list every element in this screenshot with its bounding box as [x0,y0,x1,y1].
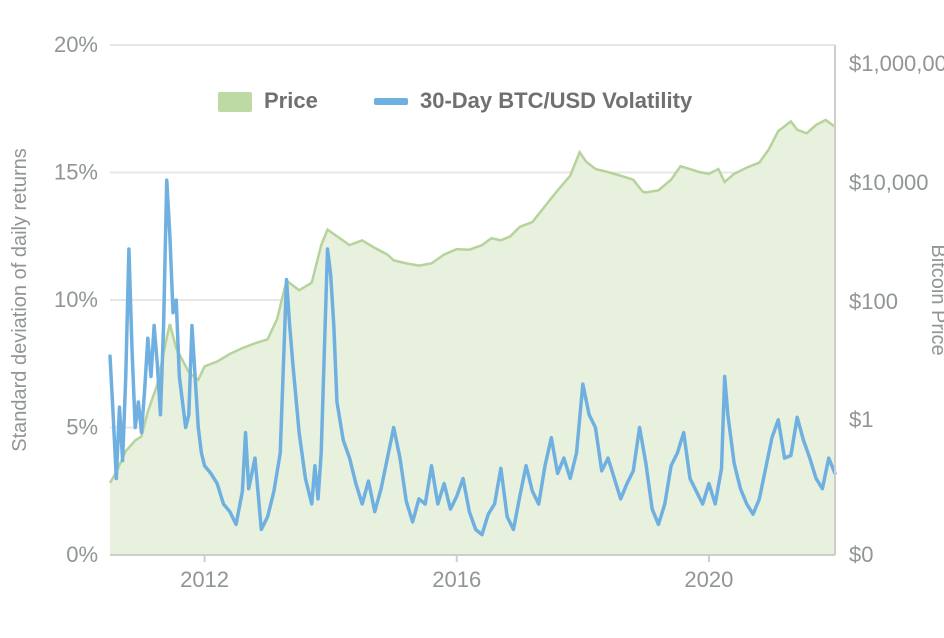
x-tick-label: 2016 [432,567,481,592]
chart-container: 0% 5% 10% 15% 20% $1,000,000 $10,000 $100 $1 $0 20… [0,0,944,638]
y-right-axis-label: Bitcoin Price [927,244,944,355]
y-right-tick-label: $0 [849,542,873,567]
x-tick-label: 2012 [180,567,229,592]
y-left-axis-label: Standard deviation of daily returns [9,148,31,452]
y-right-tick-label: $10,000 [849,170,929,195]
y-right-tick-label: $1,000,000 [849,51,944,76]
y-left-tick-label: 15% [54,160,98,185]
y-left-tick-label: 20% [54,32,98,57]
legend-swatch [374,98,408,105]
legend-label: Price [264,88,318,113]
y-right-tick-label: $1 [849,407,873,432]
legend: Price 30-Day BTC/USD Volatility [218,88,693,113]
legend-label: 30-Day BTC/USD Volatility [420,88,693,113]
x-tick-label: 2020 [684,567,733,592]
y-right-tick-label: $100 [849,289,898,314]
y-left-tick-label: 5% [66,415,98,440]
y-left-tick-label: 10% [54,287,98,312]
legend-swatch [218,92,252,112]
chart-svg: 0% 5% 10% 15% 20% $1,000,000 $10,000 $100 $1 $0 20… [0,0,944,638]
y-left-tick-label: 0% [66,542,98,567]
